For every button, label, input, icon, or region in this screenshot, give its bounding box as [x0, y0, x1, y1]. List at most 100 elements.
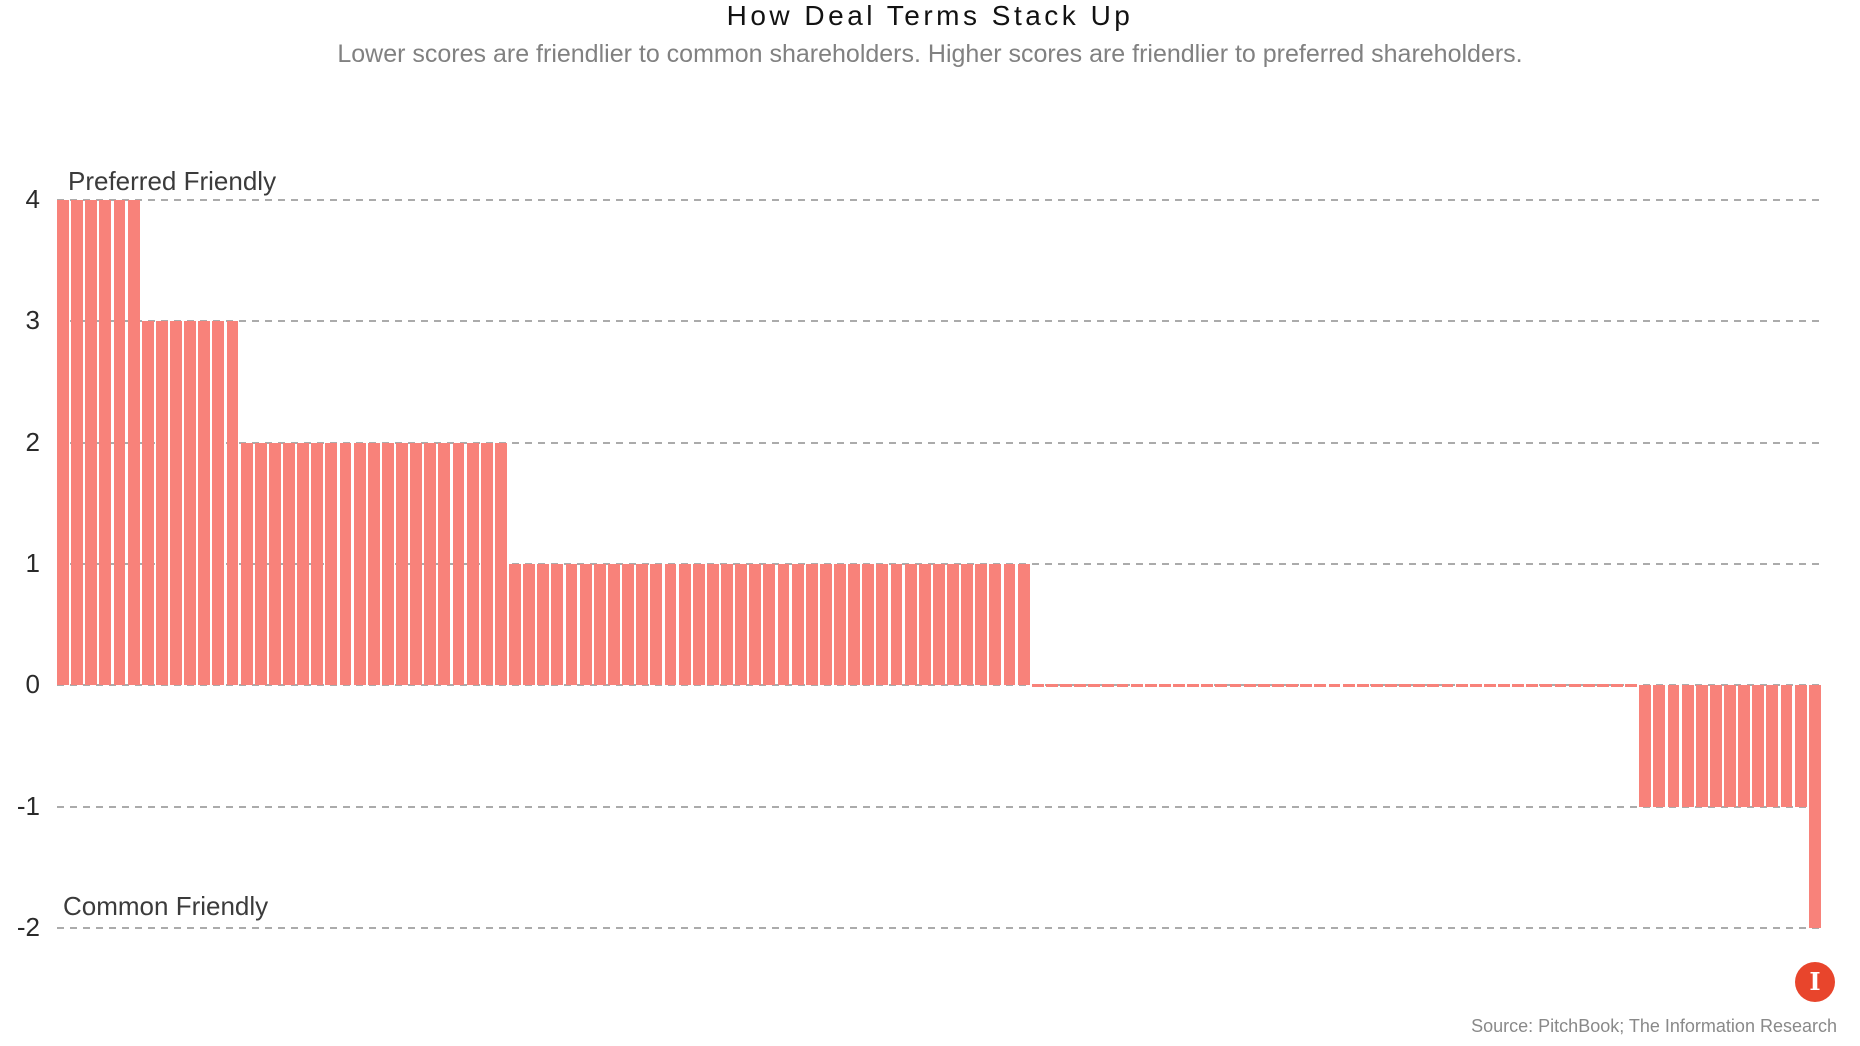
bar-score--1	[1695, 685, 1708, 807]
bar-score-0	[1257, 683, 1270, 687]
bar-score-4	[99, 200, 112, 686]
bar-score-1	[509, 564, 521, 686]
bar-score-1	[947, 564, 959, 686]
bar-score-1	[862, 564, 875, 686]
annotation-preferred-friendly: Preferred Friendly	[68, 166, 277, 196]
bar-score-0	[1060, 683, 1072, 687]
bar-score-1	[650, 564, 663, 686]
source-credit: Source: PitchBook; The Information Resea…	[1471, 1016, 1837, 1036]
bar-score-1	[989, 564, 1002, 686]
plot-area: 4 3 2 1 0 -1 -2	[17, 184, 1823, 942]
bar-score-1	[904, 564, 917, 686]
bar-score--1	[1724, 685, 1736, 807]
bar-score-0	[1342, 683, 1355, 687]
bar-score-0	[1611, 683, 1623, 687]
y-tick-label-2: 2	[25, 426, 40, 457]
bar-score--1	[1681, 685, 1694, 807]
bar-score-2	[353, 442, 366, 686]
bar-score-2	[438, 442, 451, 686]
gridline-4	[57, 199, 1823, 201]
bar-score-3	[226, 321, 239, 686]
bar-score-4	[71, 200, 83, 686]
bar-score-0	[1483, 683, 1496, 687]
gridline--1	[57, 805, 1823, 808]
bar-score-1	[749, 564, 762, 686]
bar-score-0	[1540, 683, 1553, 687]
bar-score-0	[1187, 683, 1200, 687]
bar-score-1	[805, 564, 818, 686]
bar-score-0	[1356, 683, 1369, 687]
bar-score-1	[848, 564, 861, 686]
bar-score-0	[1031, 683, 1044, 687]
bar-score--1	[1752, 685, 1765, 807]
bar-score--2	[1808, 685, 1821, 928]
bar-score-3	[155, 321, 168, 686]
bar-score-0	[1144, 683, 1157, 687]
bar-score-3	[212, 321, 225, 686]
bar-score-2	[254, 442, 267, 686]
bar-score-4	[57, 200, 69, 686]
bar-score-2	[367, 442, 380, 686]
bar-score--1	[1794, 685, 1807, 807]
bar-score-1	[565, 564, 578, 686]
bar-score-2	[396, 442, 408, 686]
bar-score-0	[1300, 683, 1313, 687]
bar-score-0	[1130, 683, 1143, 687]
bar-score-1	[876, 564, 889, 686]
bar-score-0	[1272, 683, 1284, 687]
bar-score-1	[763, 564, 776, 686]
bar-score-0	[1469, 683, 1482, 687]
y-tick-label--1: -1	[16, 790, 40, 821]
bar-score-0	[1088, 683, 1101, 687]
bar-score-0	[1512, 683, 1525, 687]
chart-subtitle: Lower scores are friendlier to common sh…	[337, 40, 1523, 68]
bar-score-3	[198, 321, 211, 686]
y-tick-label-3: 3	[25, 305, 40, 336]
bar-score-0	[1229, 683, 1242, 687]
bar-score-2	[325, 442, 338, 686]
bar-score-1	[551, 564, 564, 686]
bar-score-2	[452, 442, 465, 686]
bar-score-3	[170, 321, 182, 686]
y-tick-label-1: 1	[25, 548, 40, 578]
bar-score-1	[523, 564, 536, 686]
bar-score-2	[466, 442, 479, 686]
bar-score-0	[1413, 683, 1426, 687]
bar-score-1	[1003, 564, 1016, 686]
bar-score-0	[1045, 683, 1058, 687]
logo-letter-icon: I	[1809, 967, 1821, 996]
bar-score-1	[791, 564, 804, 686]
bar-score-3	[141, 321, 154, 686]
bar-score-1	[622, 564, 634, 686]
bar-score-2	[311, 442, 324, 686]
bar-score-0	[1158, 683, 1171, 687]
bar-score-1	[721, 564, 733, 686]
gridline--2	[57, 927, 1823, 929]
bar-score-2	[410, 442, 423, 686]
bar-score-1	[579, 564, 592, 686]
bar-score-1	[890, 564, 903, 686]
bar-score-0	[1074, 683, 1087, 687]
bar-score-2	[240, 442, 253, 686]
bar-score-2	[424, 442, 437, 686]
bar-score-0	[1441, 683, 1454, 687]
bar-score-0	[1582, 683, 1595, 687]
bar-score-1	[918, 564, 931, 686]
bar-score-1	[593, 564, 606, 686]
bar-score-1	[932, 564, 945, 686]
bar-score-1	[834, 564, 846, 686]
bar-score-0	[1328, 683, 1341, 687]
bar-score-4	[113, 200, 126, 686]
bar-score-1	[975, 564, 988, 686]
annotation-common-friendly: Common Friendly	[63, 891, 269, 921]
bar-score-1	[777, 564, 790, 686]
gridline-2	[57, 441, 1823, 444]
bar-score-1	[636, 564, 649, 686]
bar-score-2	[494, 442, 507, 686]
bar-score-4	[85, 200, 98, 686]
bar-score-2	[297, 442, 310, 686]
bar-score-2	[480, 442, 493, 686]
bar-score-1	[961, 564, 974, 686]
bar-score-1	[819, 564, 832, 686]
